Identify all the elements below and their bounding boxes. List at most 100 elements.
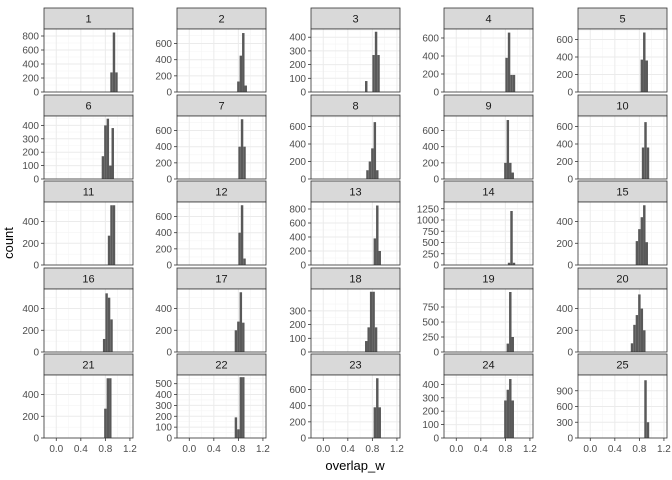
facet-strip-label: 13 [349, 187, 361, 199]
panel-background [578, 116, 667, 179]
histogram-bar [109, 378, 112, 438]
histogram-bar [507, 262, 511, 265]
facet-panel-11: 11 0 200 400 [22, 180, 134, 272]
panel-border [577, 288, 668, 353]
histogram-bar [369, 291, 373, 352]
facet-strip-label: 4 [485, 14, 491, 26]
facet-panel-15: 15 0 200 400 [556, 180, 668, 272]
histogram-bar [646, 422, 650, 438]
y-tick-label: 800 [289, 205, 306, 216]
y-tick-label: 0 [166, 348, 172, 359]
y-tick-label: 200 [22, 326, 39, 337]
facet-strip-label: 7 [218, 101, 224, 113]
x-tick-label: 0.4 [341, 444, 355, 455]
panel-border [310, 201, 401, 266]
y-tick-label: 400 [556, 217, 573, 228]
facet-strip-label: 23 [349, 360, 361, 372]
histogram-bar [107, 235, 111, 265]
y-tick-label: 300 [22, 134, 39, 145]
panel-background [444, 29, 533, 92]
y-tick-label: 0 [433, 348, 439, 359]
histogram-bar [376, 205, 379, 265]
y-tick-label: 200 [22, 412, 39, 423]
histogram-bar [644, 380, 647, 438]
y-tick-label: 200 [289, 320, 306, 331]
panel-border [43, 115, 134, 180]
y-tick-label: 400 [422, 380, 439, 391]
histogram-bar [635, 315, 639, 352]
histogram-bar [373, 122, 377, 179]
facet-strip-label: 12 [215, 187, 227, 199]
y-tick-label: 250 [422, 333, 439, 344]
histogram-bar [111, 128, 114, 179]
histogram-bar [635, 241, 639, 265]
y-tick-label: 600 [556, 402, 573, 413]
panel-border [310, 28, 401, 93]
y-tick-label: 400 [22, 60, 39, 71]
histogram-bar [237, 429, 240, 438]
x-tick-label: 0.4 [608, 444, 622, 455]
x-tick-label: 0.4 [474, 444, 488, 455]
y-tick-label: 200 [422, 407, 439, 418]
y-tick-label: 400 [289, 140, 306, 151]
histogram-bar [374, 327, 378, 352]
y-tick-label: 100 [289, 74, 306, 85]
panel-border [43, 288, 134, 353]
y-tick-label: 400 [422, 142, 439, 153]
facet-panel-10: 10 0 200 400 600 [556, 94, 668, 186]
y-tick-label: 200 [155, 412, 172, 423]
y-tick-label: 200 [556, 326, 573, 337]
y-tick-label: 100 [22, 161, 39, 172]
y-tick-label: 0 [300, 175, 306, 186]
y-tick-label: 200 [155, 326, 172, 337]
facet-strip-label: 11 [83, 187, 94, 199]
y-tick-label: 1000 [417, 216, 440, 227]
x-tick-label: 1.2 [657, 444, 671, 455]
y-tick-label: 600 [289, 122, 306, 133]
y-tick-label: 250 [422, 249, 439, 260]
facet-panel-4: 4 0 200 400 600 [422, 7, 534, 99]
histogram-bar [110, 72, 113, 92]
histogram-bar [506, 343, 510, 352]
facet-strip-label: 14 [482, 187, 494, 199]
histogram-bar [510, 211, 513, 265]
y-tick-label: 0 [567, 175, 573, 186]
histogram-bar [640, 217, 644, 265]
histogram-bar [643, 205, 646, 265]
y-tick-label: 0 [567, 434, 573, 445]
y-tick-label: 0 [300, 348, 306, 359]
histogram-bar [115, 72, 118, 92]
histogram-bar [376, 170, 379, 179]
panel-border [577, 115, 668, 180]
facet-strip-label: 8 [352, 101, 358, 113]
histogram-bar [506, 389, 510, 438]
histogram-bar [238, 146, 241, 179]
x-tick-label: 0.4 [207, 444, 221, 455]
y-tick-label: 200 [289, 60, 306, 71]
facet-panel-3: 3 0 100 200 300 400 [289, 7, 401, 99]
histogram-bar [646, 147, 650, 179]
panel-border [443, 374, 534, 439]
facet-strip-label: 18 [349, 274, 361, 286]
panel-border [43, 201, 134, 266]
y-tick-label: 200 [155, 244, 172, 255]
y-tick-label: 750 [422, 303, 439, 314]
y-tick-label: 200 [556, 70, 573, 81]
y-tick-label: 400 [289, 233, 306, 244]
histogram-bar [112, 205, 116, 265]
y-tick-label: 400 [155, 228, 172, 239]
histogram-bar [109, 165, 112, 179]
x-tick-label: 1.2 [123, 444, 137, 455]
histogram-bar [378, 407, 381, 438]
panel-background [177, 289, 266, 352]
histogram-bar [640, 308, 644, 352]
y-tick-label: 600 [22, 46, 39, 57]
facet-panel-9: 9 0 200 400 600 [422, 94, 534, 186]
histogram-bar [373, 238, 377, 265]
y-tick-label: 600 [155, 212, 172, 223]
panel-border [577, 28, 668, 93]
y-tick-label: 100 [422, 420, 439, 431]
histogram-bar [239, 55, 243, 92]
